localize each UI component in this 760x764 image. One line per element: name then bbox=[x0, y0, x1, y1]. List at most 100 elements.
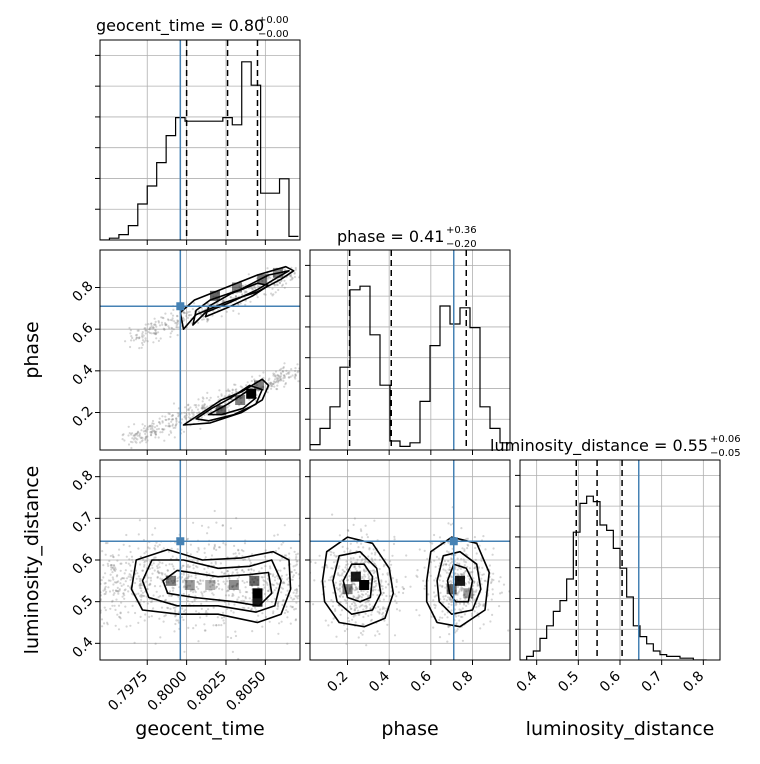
sample-point bbox=[360, 559, 363, 562]
hist-panel-luminosity-distance bbox=[520, 460, 707, 660]
sample-point bbox=[129, 440, 132, 443]
sample-point bbox=[255, 619, 259, 622]
sample-point bbox=[157, 596, 160, 599]
sample-point bbox=[150, 600, 154, 603]
sample-point bbox=[381, 616, 384, 619]
sample-point bbox=[357, 546, 360, 549]
sample-point bbox=[234, 634, 238, 638]
sample-point bbox=[374, 606, 377, 610]
sample-point bbox=[201, 396, 204, 399]
sample-point bbox=[210, 410, 213, 413]
sample-point bbox=[279, 377, 282, 380]
sample-point bbox=[247, 568, 250, 572]
sample-point bbox=[490, 581, 493, 585]
sample-point bbox=[150, 322, 153, 325]
contour-line bbox=[332, 550, 382, 616]
sample-point bbox=[183, 585, 186, 588]
sample-point bbox=[122, 543, 125, 546]
sample-point bbox=[366, 590, 369, 593]
sample-point bbox=[294, 619, 297, 622]
sample-point bbox=[450, 575, 453, 578]
sample-point bbox=[137, 431, 140, 434]
sample-point bbox=[236, 598, 239, 601]
sample-point bbox=[356, 596, 359, 599]
sample-point bbox=[113, 568, 116, 572]
sample-point bbox=[353, 589, 356, 592]
sample-point bbox=[270, 381, 273, 384]
sample-point bbox=[279, 371, 282, 375]
sample-point bbox=[290, 276, 293, 279]
sample-point bbox=[469, 599, 472, 602]
sample-point bbox=[393, 535, 396, 539]
sample-point bbox=[296, 363, 299, 366]
sample-point bbox=[273, 597, 276, 601]
sample-point bbox=[373, 519, 376, 522]
sample-point bbox=[147, 546, 150, 549]
svg-text:phase = 0.41: phase = 0.41 bbox=[337, 227, 444, 246]
sample-point bbox=[149, 582, 152, 585]
sample-point bbox=[240, 549, 243, 552]
sample-point bbox=[183, 416, 186, 419]
sample-point bbox=[183, 311, 186, 314]
sample-point bbox=[145, 429, 148, 432]
sample-point bbox=[154, 642, 157, 645]
sample-point bbox=[490, 580, 493, 583]
sample-point bbox=[202, 397, 205, 400]
sample-point bbox=[140, 589, 143, 593]
sample-point bbox=[192, 567, 195, 570]
sample-point bbox=[295, 571, 298, 575]
sample-point bbox=[357, 594, 360, 597]
sample-point bbox=[447, 602, 450, 606]
sample-point bbox=[234, 383, 237, 386]
sample-point bbox=[285, 369, 288, 372]
density-cell bbox=[232, 282, 243, 293]
sample-point bbox=[281, 587, 284, 590]
sample-point bbox=[374, 634, 377, 637]
sample-point bbox=[177, 619, 180, 622]
sample-point bbox=[175, 619, 178, 622]
sample-point bbox=[224, 594, 228, 597]
sample-point bbox=[447, 560, 450, 563]
sample-point bbox=[445, 563, 448, 566]
sample-point bbox=[254, 286, 257, 289]
sample-point bbox=[296, 560, 299, 563]
sample-point bbox=[272, 274, 275, 277]
sample-point bbox=[208, 589, 211, 592]
sample-point bbox=[130, 592, 134, 595]
sample-point bbox=[279, 375, 282, 378]
sample-point bbox=[389, 560, 392, 563]
sample-point bbox=[140, 440, 143, 443]
sample-point bbox=[289, 622, 292, 625]
sample-point bbox=[197, 587, 200, 590]
sample-point bbox=[195, 404, 198, 407]
sample-point bbox=[133, 434, 136, 437]
sample-point bbox=[348, 575, 351, 578]
sample-point bbox=[341, 572, 344, 575]
sample-point bbox=[342, 570, 345, 573]
density-cell bbox=[254, 380, 265, 391]
sample-point bbox=[271, 383, 274, 386]
sample-point bbox=[130, 339, 133, 342]
sample-point bbox=[498, 580, 501, 583]
sample-point bbox=[281, 603, 284, 607]
sample-point bbox=[292, 565, 295, 568]
sample-point bbox=[313, 579, 316, 582]
sample-point bbox=[245, 290, 248, 293]
sample-point bbox=[293, 597, 296, 601]
sample-point bbox=[238, 552, 241, 555]
sample-point bbox=[131, 432, 134, 435]
sample-point bbox=[153, 430, 156, 433]
sample-point bbox=[186, 551, 189, 554]
sample-point bbox=[235, 584, 238, 588]
sample-point bbox=[176, 579, 179, 582]
contour-line bbox=[436, 550, 482, 616]
sample-point bbox=[191, 409, 194, 412]
sample-point bbox=[291, 277, 294, 280]
sample-point bbox=[226, 635, 229, 639]
sample-point bbox=[161, 572, 164, 575]
sample-point bbox=[500, 591, 503, 594]
sample-point bbox=[206, 391, 209, 394]
sample-point bbox=[156, 565, 159, 568]
sample-point bbox=[366, 536, 369, 539]
sample-point bbox=[161, 573, 164, 576]
